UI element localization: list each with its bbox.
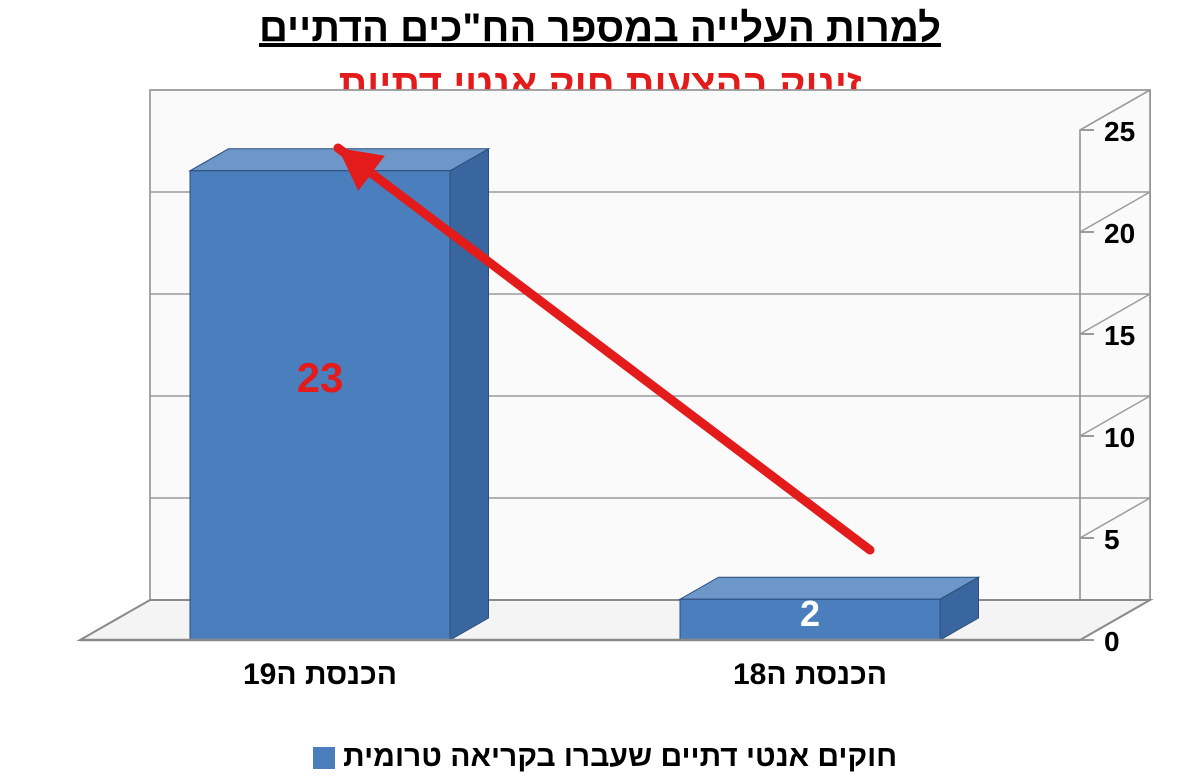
chart-legend: חוקים אנטי דתיים שעברו בקריאה טרומית: [0, 740, 1200, 774]
legend-swatch-icon: [313, 747, 335, 769]
y-axis-tick-4: 20: [1104, 218, 1135, 250]
bar-value-label-0: 23: [245, 354, 395, 402]
bar-value-label-1: 2: [735, 593, 885, 635]
y-axis-tick-0: 0: [1104, 626, 1120, 658]
y-axis-tick-5: 25: [1104, 116, 1135, 148]
legend-label: חוקים אנטי דתיים שעברו בקריאה טרומית: [343, 740, 897, 773]
x-axis-category-1: הכנסת ה18: [650, 658, 970, 692]
y-axis-tick-1: 5: [1104, 524, 1120, 556]
y-axis-tick-2: 10: [1104, 422, 1135, 454]
chart-container: { "chart": { "type": "bar-3d", "title_li…: [0, 0, 1200, 780]
y-axis-tick-3: 15: [1104, 320, 1135, 352]
x-axis-category-0: הכנסת ה19: [160, 658, 480, 692]
